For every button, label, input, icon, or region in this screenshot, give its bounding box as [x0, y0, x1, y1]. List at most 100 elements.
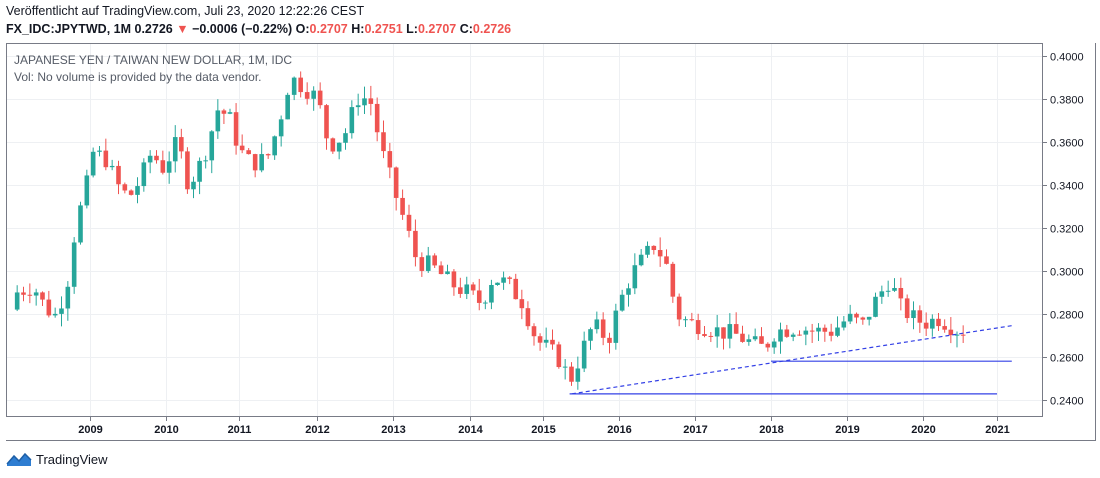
high-value: 0.2751 — [364, 22, 403, 36]
candle-up — [65, 281, 71, 321]
candle-down — [550, 329, 555, 350]
candle-up — [885, 280, 891, 297]
candle-up — [445, 264, 450, 275]
candle-down — [413, 219, 418, 267]
candle-down — [733, 312, 739, 334]
candle-down — [936, 313, 941, 331]
candle-up — [425, 246, 431, 273]
candle-down — [393, 166, 399, 211]
candle-up — [59, 296, 64, 327]
candle-down — [400, 189, 405, 220]
candle-up — [355, 93, 361, 116]
y-tick-label: 0.2400 — [1050, 396, 1084, 408]
change: −0.0006 (−0.22%) — [192, 22, 293, 36]
candle-up — [683, 316, 688, 328]
candle-up — [109, 159, 115, 171]
tradingview-logo-icon — [6, 452, 32, 466]
candle-down — [324, 104, 329, 150]
candle-down — [948, 317, 954, 344]
candle-down — [438, 261, 444, 275]
x-tick-label: 2009 — [78, 424, 102, 436]
candle-down — [822, 324, 828, 342]
legend-title: JAPANESE YEN / TAIWAN NEW DOLLAR, 1M, ID… — [14, 53, 292, 67]
candle-down — [784, 324, 790, 338]
candle-down — [759, 327, 764, 344]
candle-down — [46, 290, 52, 318]
candle-down — [368, 85, 374, 116]
candle-down — [185, 147, 190, 194]
candle-down — [695, 313, 701, 340]
candle-up — [90, 147, 96, 178]
candle-down — [265, 153, 271, 159]
candle-up — [259, 143, 264, 173]
x-tick-label: 2012 — [305, 424, 329, 436]
candle-down — [128, 189, 134, 196]
candle-down — [381, 120, 386, 159]
y-tick-label: 0.4000 — [1050, 52, 1084, 64]
candle-down — [904, 294, 910, 324]
candle-down — [239, 134, 245, 154]
candle-up — [771, 338, 777, 354]
low-label: L: — [406, 22, 418, 36]
candle-up — [349, 100, 355, 139]
candle-down — [537, 333, 543, 351]
candle-up — [790, 332, 796, 342]
last-price: 0.2726 — [134, 22, 173, 36]
candle-up — [172, 125, 178, 173]
candle-up — [52, 307, 58, 318]
candle-up — [97, 146, 102, 157]
candle-down — [476, 278, 482, 311]
candle-up — [714, 314, 720, 348]
y-axis: 0.4000 0.3800 0.3600 0.3400 0.3200 0.3000 0.28… — [1042, 52, 1084, 408]
candle-down — [923, 312, 929, 337]
open-value: 0.2707 — [309, 22, 348, 36]
candle-up — [291, 76, 297, 101]
candle-down — [374, 97, 380, 142]
candle-up — [841, 316, 847, 331]
candle-up — [336, 142, 342, 160]
low-value: 0.2707 — [417, 22, 457, 36]
y-tick-label: 0.3000 — [1050, 267, 1084, 279]
trendlines — [569, 325, 1012, 395]
candle-up — [14, 285, 20, 312]
candle-up — [215, 99, 221, 139]
candle-down — [458, 277, 463, 298]
candle-up — [911, 301, 916, 330]
x-tick-label: 2020 — [911, 424, 935, 436]
candle-up — [727, 313, 733, 349]
footer-brand[interactable]: TradingView — [6, 451, 108, 467]
candle-down — [531, 323, 537, 346]
candle-down — [854, 312, 859, 324]
candle-up — [71, 237, 77, 294]
candle-down — [917, 305, 923, 333]
candle-up — [879, 285, 885, 304]
candle-up — [543, 327, 549, 348]
candle-up — [272, 135, 277, 160]
open-label: O: — [295, 22, 310, 36]
candle-down — [942, 319, 947, 333]
candle-up — [464, 276, 470, 300]
candle-down — [246, 148, 251, 155]
candle-up — [141, 158, 147, 192]
candle-down — [432, 253, 437, 269]
candle-down — [898, 277, 904, 311]
candle-up — [285, 92, 290, 120]
candle-up — [489, 279, 494, 310]
candle-down — [387, 142, 393, 179]
candle-up — [84, 169, 90, 209]
candle-up — [588, 327, 593, 350]
candle-up — [638, 249, 644, 267]
candle-down — [419, 252, 425, 277]
candle-up — [78, 201, 83, 245]
candle-down — [40, 291, 45, 307]
candle-down — [470, 282, 476, 295]
candle-down — [960, 325, 966, 343]
down-arrow-icon: ▼ — [176, 22, 189, 36]
candle-down — [406, 204, 412, 238]
candle-up — [632, 253, 638, 295]
candle-up — [930, 314, 935, 337]
candle-up — [892, 278, 897, 292]
candle-down — [797, 330, 802, 336]
legend-volume-note: Vol: No volume is provided by the data v… — [14, 70, 261, 84]
